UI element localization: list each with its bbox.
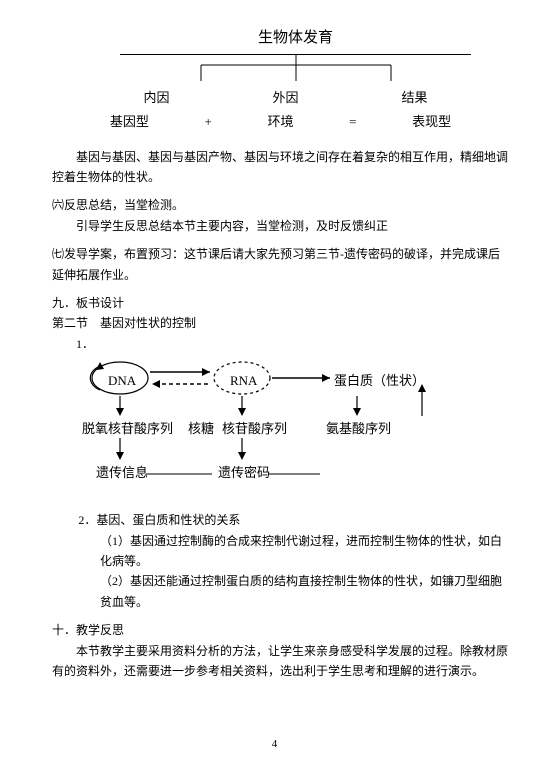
branch-inner: 内因 [143, 87, 169, 109]
section-7: ㈦发导学案，布置预习：这节课后请大家先预习第三节-遗传密码的破译，并完成课后延伸… [52, 244, 509, 285]
eq-eqsign: = [349, 111, 356, 133]
eq-phenotype: 表现型 [412, 111, 451, 133]
gene-expression-diagram: DNA RNA 蛋白质（性状） 脱氧核苷酸序列 核糖 核苷酸序列 氨基酸序列 遗… [82, 356, 462, 508]
tree-equation-row: 基因型 + 环境 = 表现型 [82, 111, 479, 133]
tree-branches-svg [176, 55, 416, 85]
tree-title: 生物体发育 [120, 26, 471, 55]
label-seq-dna: 脱氧核苷酸序列 [82, 418, 173, 440]
section-10-head: 十．教学反思 [52, 620, 509, 640]
section-9-subtitle: 第二节 基因对性状的控制 [52, 313, 509, 333]
eq-plus: + [204, 111, 211, 133]
section-9-head: 九．板书设计 [52, 293, 509, 313]
development-tree: 生物体发育 内因 外因 结果 基因型 + 环境 = 表现型 [82, 26, 509, 133]
label-seq-prefix: 核糖 [188, 418, 214, 440]
label-code: 遗传密码 [218, 462, 270, 484]
point2-i1: （1）基因通过控制酶的合成来控制代谢过程，进而控制生物体的性状，如白化病等。 [100, 531, 509, 572]
label-seq-rna: 核苷酸序列 [222, 418, 287, 440]
label-dna: DNA [108, 370, 136, 392]
point2-i2: （2）基因还能通过控制蛋白质的结构直接控制生物体的性状，如镰刀型细胞贫血等。 [100, 571, 509, 612]
section-6-body: 引导学生反思总结本节主要内容，当堂检测，及时反馈纠正 [52, 216, 509, 236]
branch-result: 结果 [401, 87, 427, 109]
label-info: 遗传信息 [96, 462, 148, 484]
eq-env: 环境 [267, 111, 293, 133]
section-9-num1: 1． [52, 334, 509, 354]
label-seq-protein: 氨基酸序列 [326, 418, 391, 440]
label-rna: RNA [230, 370, 257, 392]
label-protein: 蛋白质（性状） [334, 370, 425, 392]
page-number: 4 [0, 735, 549, 754]
branch-outer: 外因 [272, 87, 298, 109]
interaction-paragraph: 基因与基因、基因与基因产物、基因与环境之间存在着复杂的相互作用，精细地调控着生物… [52, 147, 509, 188]
section-6-head: ㈥反思总结，当堂检测。 [52, 195, 509, 215]
eq-genotype: 基因型 [110, 111, 149, 133]
point2-head: 2．基因、蛋白质和性状的关系 [78, 510, 509, 530]
section-10-body: 本节教学主要采用资料分析的方法，让学生来亲身感受科学发展的过程。除教材原有的资料… [52, 641, 509, 682]
tree-branch-row: 内因 外因 结果 [92, 87, 479, 109]
